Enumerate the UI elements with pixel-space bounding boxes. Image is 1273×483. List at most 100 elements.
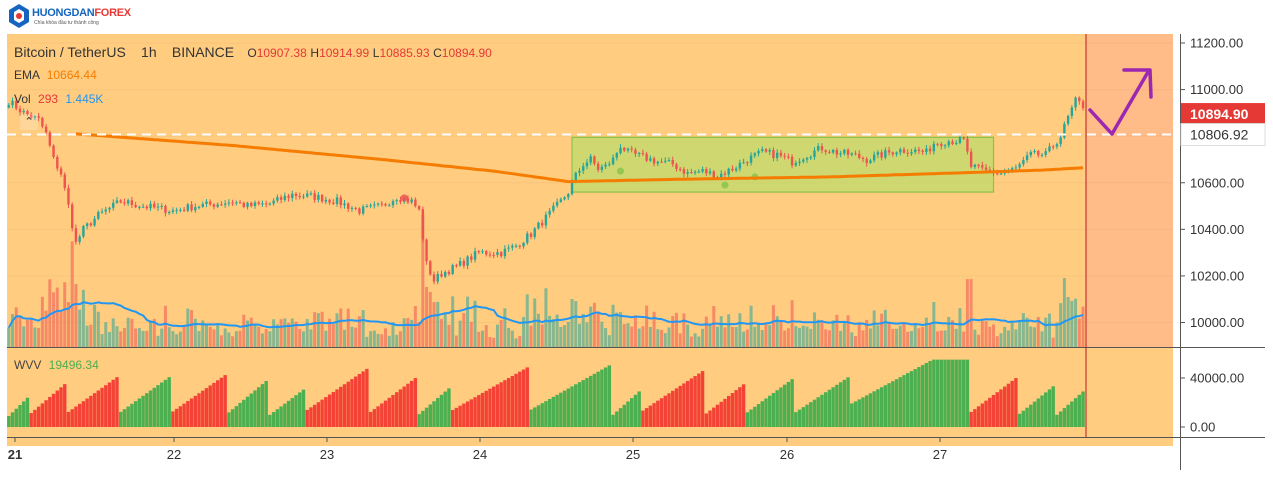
candle-body — [649, 158, 652, 161]
volume-bar — [570, 299, 574, 347]
volume-bar — [656, 329, 660, 347]
wvv-bar — [581, 380, 585, 427]
wvv-bar — [913, 369, 917, 427]
wvv-bar — [361, 371, 365, 427]
ema-legend[interactable]: EMA 10664.44 — [14, 68, 97, 82]
candle-body — [641, 153, 645, 155]
candle-body — [723, 173, 727, 175]
candle-body — [734, 168, 738, 171]
wvv-bar — [540, 403, 544, 427]
wvv-bar — [551, 396, 556, 427]
candle-body — [727, 168, 730, 175]
candle-body — [507, 247, 510, 249]
volume-bar — [574, 301, 578, 347]
candle-body — [899, 149, 902, 153]
wvv-bar — [1040, 395, 1044, 427]
wvv-bar — [1014, 378, 1018, 427]
volume-bar — [1070, 300, 1074, 347]
candle-body — [675, 164, 678, 169]
volume-bar — [615, 312, 619, 347]
symbol-legend[interactable]: Bitcoin / TetherUS 1h BINANCE O10907.38 … — [14, 44, 492, 60]
wvv-bar — [480, 392, 485, 427]
wvv-bar — [462, 403, 466, 427]
wvv-bar — [290, 398, 294, 427]
candle-body — [1059, 137, 1062, 145]
collapse-legend-button[interactable]: ⌃ — [20, 114, 38, 130]
volume-bar — [320, 311, 324, 347]
candle-body — [182, 209, 186, 211]
volume-bar — [324, 330, 328, 347]
price-tick-label: 10200.00 — [1190, 268, 1244, 283]
wvv-bar — [409, 380, 414, 427]
candle-body — [880, 152, 883, 158]
volume-bar — [328, 318, 332, 347]
wvv-tick-label: 40000.00 — [1190, 371, 1244, 386]
wvv-axis[interactable]: 0.00 40000.00 — [1180, 371, 1244, 435]
wvv-bar — [111, 379, 115, 427]
volume-bar — [283, 318, 287, 347]
candle-body — [559, 199, 563, 202]
wvv-bar — [577, 382, 582, 427]
wvv-bar — [652, 403, 656, 427]
wvv-bar — [506, 378, 511, 427]
candle-body — [798, 161, 801, 163]
volume-legend[interactable]: Vol 293 1.445K — [14, 92, 103, 106]
volume-bar — [809, 328, 813, 347]
wvv-bar — [503, 380, 507, 427]
wvv-legend[interactable]: WVV 19496.34 — [14, 358, 99, 372]
volume-bar — [510, 330, 514, 347]
volume-bar — [812, 312, 816, 347]
wvv-bar — [81, 401, 86, 427]
candle-body — [1037, 150, 1040, 156]
wvv-bar — [439, 394, 444, 427]
candle-body — [141, 206, 145, 208]
candle-body — [578, 170, 581, 173]
candle-body — [902, 149, 906, 153]
volume-bar — [204, 323, 208, 347]
candle-body — [130, 200, 134, 206]
candle-body — [85, 223, 89, 226]
volume-bar — [234, 331, 238, 347]
volume-bar — [134, 328, 138, 347]
wvv-bar — [257, 387, 261, 427]
wvv-bar — [753, 406, 757, 427]
candle-body — [283, 195, 287, 200]
volume-bar — [193, 318, 197, 347]
wvv-bar — [33, 409, 37, 427]
wvv-bar — [335, 389, 339, 427]
close-label: C — [433, 46, 442, 60]
time-axis[interactable]: 21 22 23 24 25 26 27 — [8, 437, 947, 462]
wvv-bar — [525, 367, 529, 427]
volume-bar — [525, 294, 529, 347]
volume-bar — [992, 324, 996, 347]
volume-bar — [906, 331, 910, 347]
volume-bar — [14, 307, 18, 347]
candle-body — [488, 254, 492, 256]
candle-body — [74, 228, 78, 242]
wvv-bar — [928, 360, 932, 427]
volume-bar — [850, 332, 854, 347]
candle-body — [981, 165, 984, 168]
volume-bar — [384, 328, 388, 347]
wvv-bar — [238, 402, 242, 427]
wvv-bar — [533, 407, 537, 427]
wvv-bar — [700, 371, 705, 427]
candle-body — [876, 152, 880, 155]
wvv-bar — [768, 395, 772, 427]
wvv-bar — [152, 387, 156, 427]
volume-bar — [447, 324, 451, 347]
last-price-tag — [1181, 103, 1265, 126]
volume-bar — [604, 328, 608, 347]
wvv-bar — [797, 409, 802, 427]
candle-body — [925, 148, 928, 153]
candle-body — [97, 212, 100, 219]
wvv-bar — [592, 373, 597, 427]
wvv-bar — [484, 390, 488, 427]
volume-bar — [1040, 331, 1044, 347]
wvv-bar — [383, 400, 388, 427]
candle-body — [555, 201, 559, 206]
volume-bar — [1051, 337, 1055, 347]
volume-bar — [96, 311, 100, 347]
candle-body — [89, 223, 93, 226]
